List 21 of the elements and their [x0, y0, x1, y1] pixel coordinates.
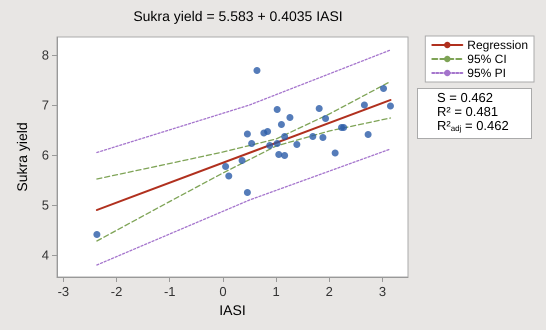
legend-label: 95% CI: [467, 52, 507, 66]
x-tick-label: 1: [272, 284, 280, 299]
y-tick-label: 5: [42, 198, 49, 212]
y-axis-title: Sukra yield: [14, 122, 30, 192]
x-axis-title: IASI: [219, 302, 246, 318]
x-tick-label: 2: [326, 284, 333, 299]
x-tick-label: 3: [378, 284, 386, 299]
x-tick-label: -2: [110, 284, 122, 299]
legend-label: 95% PI: [467, 66, 506, 80]
text: S = 0.462: [437, 90, 494, 105]
chart-title: Sukra yield = 5.583 + 0.4035 IASI: [133, 8, 343, 24]
y-tick-label: 7: [42, 98, 49, 112]
text: R² = 0.481: [437, 104, 498, 119]
x-tick-label: -1: [164, 284, 176, 299]
legend-label: Regression: [467, 38, 528, 52]
x-tick-label: -3: [58, 284, 70, 299]
y-tick-label: 4: [42, 248, 49, 262]
y-tick-label: 8: [42, 48, 49, 62]
text: R²adj = 0.462: [437, 118, 509, 133]
x-tick-label: 0: [219, 284, 227, 299]
y-tick-label: 6: [42, 148, 49, 162]
